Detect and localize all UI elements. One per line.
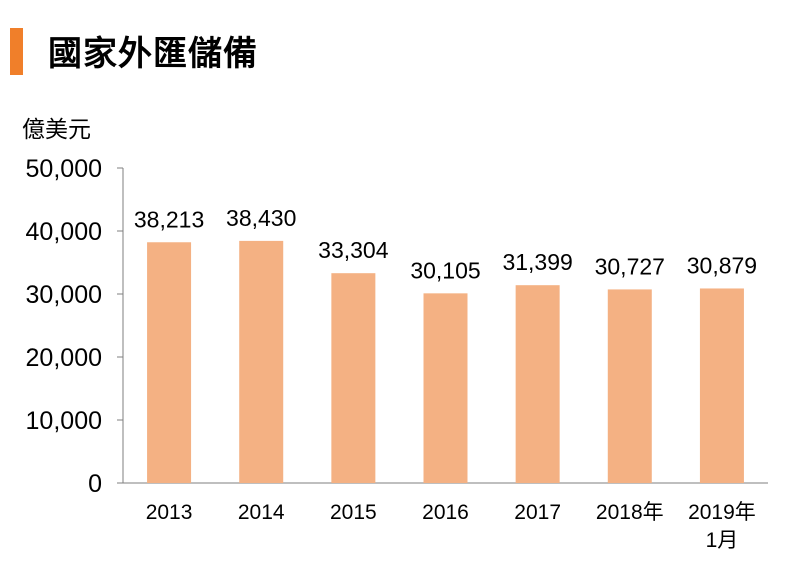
data-label: 31,399 — [502, 249, 572, 275]
data-label: 30,105 — [410, 257, 480, 283]
bar — [147, 242, 192, 483]
data-label: 30,727 — [595, 253, 665, 279]
y-tick-label: 10,000 — [26, 407, 102, 435]
bar — [515, 285, 560, 483]
data-label: 38,213 — [134, 206, 204, 232]
chart-title: 國家外匯儲備 — [48, 34, 258, 74]
data-label: 33,304 — [318, 237, 389, 263]
y-tick-label: 0 — [88, 470, 102, 498]
x-tick-label: 2017 — [514, 501, 561, 524]
bar — [239, 240, 284, 483]
y-axis-unit-label: 億美元 — [22, 117, 91, 143]
y-tick-label: 20,000 — [26, 344, 102, 372]
x-tick-label: 2015 — [330, 501, 377, 524]
data-label: 30,879 — [687, 252, 757, 278]
bar — [423, 293, 468, 483]
x-tick-label: 2019年 1月 — [688, 501, 756, 552]
bar — [699, 288, 744, 483]
y-tick-label: 50,000 — [26, 155, 102, 183]
x-tick-label: 2018年 — [596, 501, 664, 524]
data-label: 38,430 — [226, 205, 296, 231]
x-tick-label: 2014 — [238, 501, 285, 524]
x-tick-label: 2013 — [146, 501, 193, 524]
y-tick-label: 30,000 — [26, 281, 102, 309]
x-tick-label: 2016 — [422, 501, 469, 524]
bar — [331, 273, 376, 483]
y-tick-label: 40,000 — [26, 218, 102, 246]
title-accent-bar — [10, 28, 23, 75]
bar — [607, 289, 652, 483]
